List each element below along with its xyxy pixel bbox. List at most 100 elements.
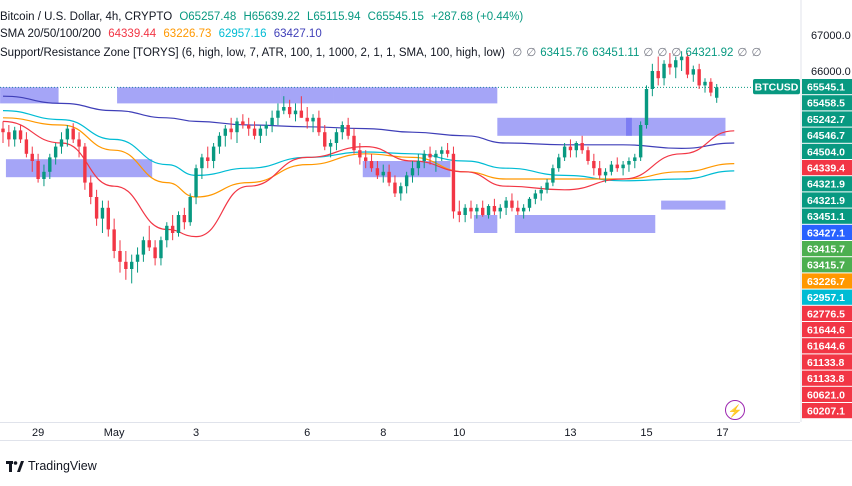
price-label-bg (802, 241, 852, 257)
sma20-line (2, 120, 735, 238)
candle (153, 240, 157, 266)
high-value: H65639.22 (243, 11, 300, 23)
price-label-bg (802, 143, 852, 159)
candle-body (668, 63, 672, 68)
candle-body (94, 197, 99, 219)
candle-body (276, 110, 280, 118)
srz-value: ∅ (671, 47, 682, 59)
sma-legend: SMA 20/50/100/200 64339.44 63226.73 6295… (0, 28, 326, 40)
candle-body (404, 175, 409, 187)
srz-value: ∅ (526, 47, 537, 59)
candle-body (124, 261, 128, 269)
price-label-bg (802, 224, 852, 240)
candle (469, 200, 473, 219)
srz-value: ∅ (512, 47, 523, 59)
candle-body (153, 247, 157, 259)
candle (445, 143, 450, 158)
candle (94, 189, 99, 226)
price-label: 64546.7 (802, 127, 852, 143)
bolt-icon[interactable]: ⚡ (725, 400, 745, 420)
candle (428, 146, 432, 165)
candle (674, 56, 678, 79)
candle-body (282, 107, 286, 111)
candle-body (586, 150, 590, 161)
symbol-badge: BTCUSD (753, 79, 800, 95)
candle (53, 143, 58, 165)
sma-label: SMA 20/50/100/200 (0, 28, 102, 40)
candle (340, 121, 344, 140)
candle-body (217, 135, 222, 147)
sr-zone (117, 87, 281, 104)
candle-body (211, 146, 216, 161)
candle (510, 193, 514, 212)
candle (299, 96, 304, 118)
candle-body (387, 171, 391, 183)
candle-body (53, 146, 58, 158)
candle (475, 204, 479, 219)
candle-body (206, 157, 210, 161)
candle-body (13, 130, 17, 140)
candle (598, 161, 602, 179)
candle-body (527, 198, 532, 208)
candle-body (352, 135, 356, 151)
candle-body (633, 157, 637, 161)
candle-body (252, 128, 257, 136)
price-label: 64504.0 (802, 143, 852, 159)
candle-body (305, 117, 309, 122)
candle-body (106, 207, 110, 230)
candle (410, 161, 415, 183)
candle-body (410, 168, 415, 176)
candle (241, 114, 245, 129)
candle-body (434, 153, 438, 158)
candle-body (7, 132, 11, 140)
candle-body (580, 143, 584, 151)
candle (334, 128, 339, 151)
candle (451, 146, 456, 219)
candle-body (59, 139, 64, 147)
price-chart[interactable]: 29 May 3 6 8 10 13 15 17 67000.0 66000.0 BTCUSD 6554… (0, 0, 852, 440)
symbol-name: Bitcoin / U.S. Dollar, 4h, CRYPTO (0, 11, 173, 23)
candle-body (486, 206, 491, 215)
open-value: O65257.48 (179, 11, 237, 23)
srz-value: ∅ (737, 47, 748, 59)
tradingview-logo[interactable]: TradingView (6, 459, 97, 473)
candle (229, 117, 233, 140)
price-label-bg (802, 208, 852, 224)
price-label-bg (802, 257, 852, 273)
candle-body (159, 240, 163, 259)
candle-body (445, 150, 450, 154)
sr-zone (473, 215, 498, 233)
candle (270, 110, 274, 133)
candle-body (685, 56, 690, 75)
time-axis-label: 10 (453, 427, 465, 439)
candle-body (77, 139, 81, 147)
candle-body (118, 251, 122, 262)
candle-body (323, 132, 327, 147)
sr-zone (661, 200, 726, 210)
price-label-bg (802, 273, 852, 289)
candle (258, 125, 263, 143)
candle-body (457, 211, 461, 215)
candle (100, 200, 105, 233)
candle (638, 121, 643, 161)
candle-body (428, 153, 432, 158)
candle-body (89, 182, 93, 197)
change-value: +287.68 (+0.44%) (431, 11, 524, 23)
srz-value: ∅ (751, 47, 762, 59)
srz-value: 63415.76 (540, 47, 589, 59)
candle-body (287, 107, 292, 115)
candle-body (644, 89, 649, 125)
candle (176, 211, 181, 237)
price-label: 61133.8 (802, 370, 852, 386)
candle-body (65, 128, 70, 140)
candle-body (492, 206, 497, 212)
price-label-bg (802, 176, 852, 192)
candle (557, 153, 561, 172)
candle (311, 114, 315, 133)
candle (83, 143, 87, 190)
candle (574, 141, 578, 158)
candle-body (521, 207, 526, 212)
candle (393, 175, 397, 197)
srz-value: 64321.92 (685, 47, 734, 59)
srz-values: ∅ ∅ 63415.76 63451.11 ∅ ∅ ∅ 64321.92 ∅ ∅ (512, 47, 765, 59)
